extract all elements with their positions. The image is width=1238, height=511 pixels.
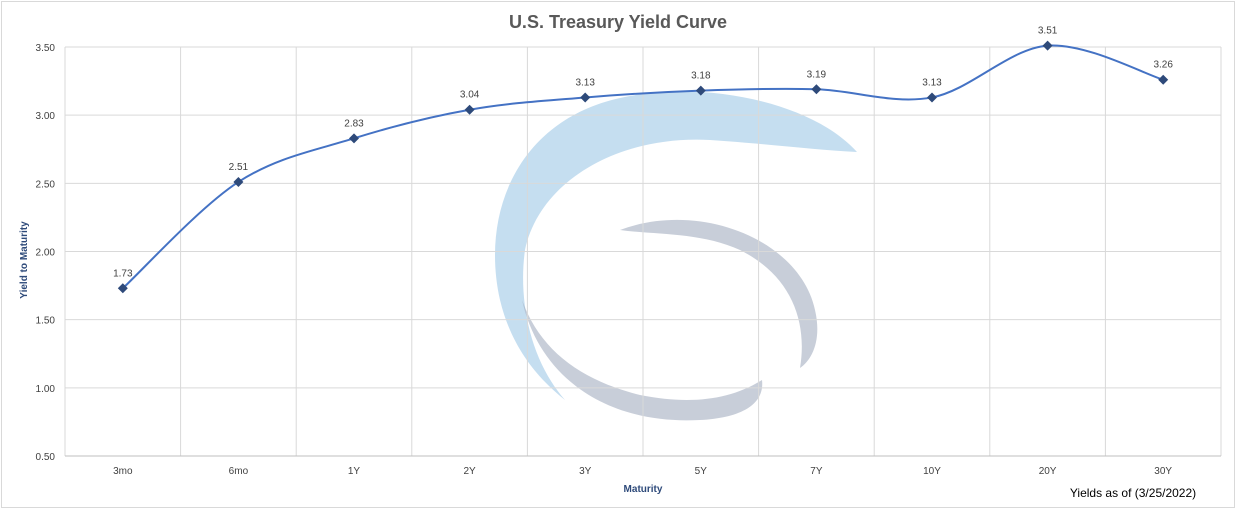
data-label: 1.73 bbox=[113, 268, 133, 279]
data-point-marker bbox=[1158, 74, 1169, 85]
data-label: 2.51 bbox=[229, 162, 249, 173]
y-tick-label: 3.50 bbox=[36, 43, 56, 54]
y-axis-title: Yield to Maturity bbox=[19, 221, 30, 299]
y-tick-label: 1.50 bbox=[36, 316, 56, 327]
x-tick-label: 30Y bbox=[1154, 466, 1172, 477]
x-tick-label: 3mo bbox=[113, 466, 133, 477]
data-point-marker bbox=[464, 104, 475, 115]
x-tick-label: 5Y bbox=[695, 466, 708, 477]
watermark-gray-lower bbox=[522, 300, 763, 421]
data-point-marker bbox=[580, 92, 591, 103]
data-label: 3.04 bbox=[460, 90, 480, 101]
gridlines bbox=[64, 46, 1222, 457]
x-tick-label: 6mo bbox=[229, 466, 249, 477]
data-point-marker bbox=[117, 283, 128, 294]
data-point-marker bbox=[811, 84, 822, 95]
x-tick-label: 1Y bbox=[348, 466, 361, 477]
data-label: 2.83 bbox=[344, 118, 364, 129]
data-point-marker bbox=[695, 85, 706, 96]
watermark-blue-arc bbox=[495, 91, 857, 400]
yields-date-note: Yields as of (3/25/2022) bbox=[1070, 486, 1196, 500]
data-point-marker bbox=[349, 133, 359, 144]
x-axis-title: Maturity bbox=[624, 484, 663, 495]
data-label: 3.13 bbox=[575, 77, 595, 88]
data-label: 3.13 bbox=[922, 77, 942, 88]
y-tick-label: 1.00 bbox=[36, 384, 56, 395]
y-tick-label: 2.00 bbox=[36, 248, 56, 259]
x-tick-label: 7Y bbox=[810, 466, 823, 477]
x-tick-label: 10Y bbox=[923, 466, 941, 477]
logo-watermark bbox=[495, 91, 857, 421]
data-point-marker bbox=[927, 92, 937, 103]
data-point-marker bbox=[233, 176, 244, 187]
data-point-marker bbox=[1042, 40, 1053, 51]
x-tick-label: 2Y bbox=[463, 466, 476, 477]
x-tick-label: 20Y bbox=[1039, 466, 1057, 477]
watermark-gray-upper bbox=[620, 219, 818, 368]
y-tick-label: 3.00 bbox=[36, 111, 56, 122]
data-label: 3.26 bbox=[1153, 60, 1173, 71]
data-label: 3.51 bbox=[1038, 26, 1058, 37]
y-tick-label: 0.50 bbox=[36, 452, 56, 463]
chart-title: U.S. Treasury Yield Curve bbox=[509, 12, 727, 32]
y-tick-label: 2.50 bbox=[36, 179, 56, 190]
x-tick-label: 3Y bbox=[579, 466, 592, 477]
series-line bbox=[122, 44, 1164, 290]
series-layer: 1.73 2.51 2.83 3.04 3.13 3.18 3.19 3.13 3.51 3.26 bbox=[113, 26, 1173, 294]
data-label: 3.18 bbox=[691, 71, 711, 82]
axes: 0.50 1.00 1.50 2.00 2.50 3.00 3.50 3mo 6mo 1Y 2Y 3Y… bbox=[36, 43, 1221, 477]
data-label: 3.19 bbox=[807, 69, 827, 80]
